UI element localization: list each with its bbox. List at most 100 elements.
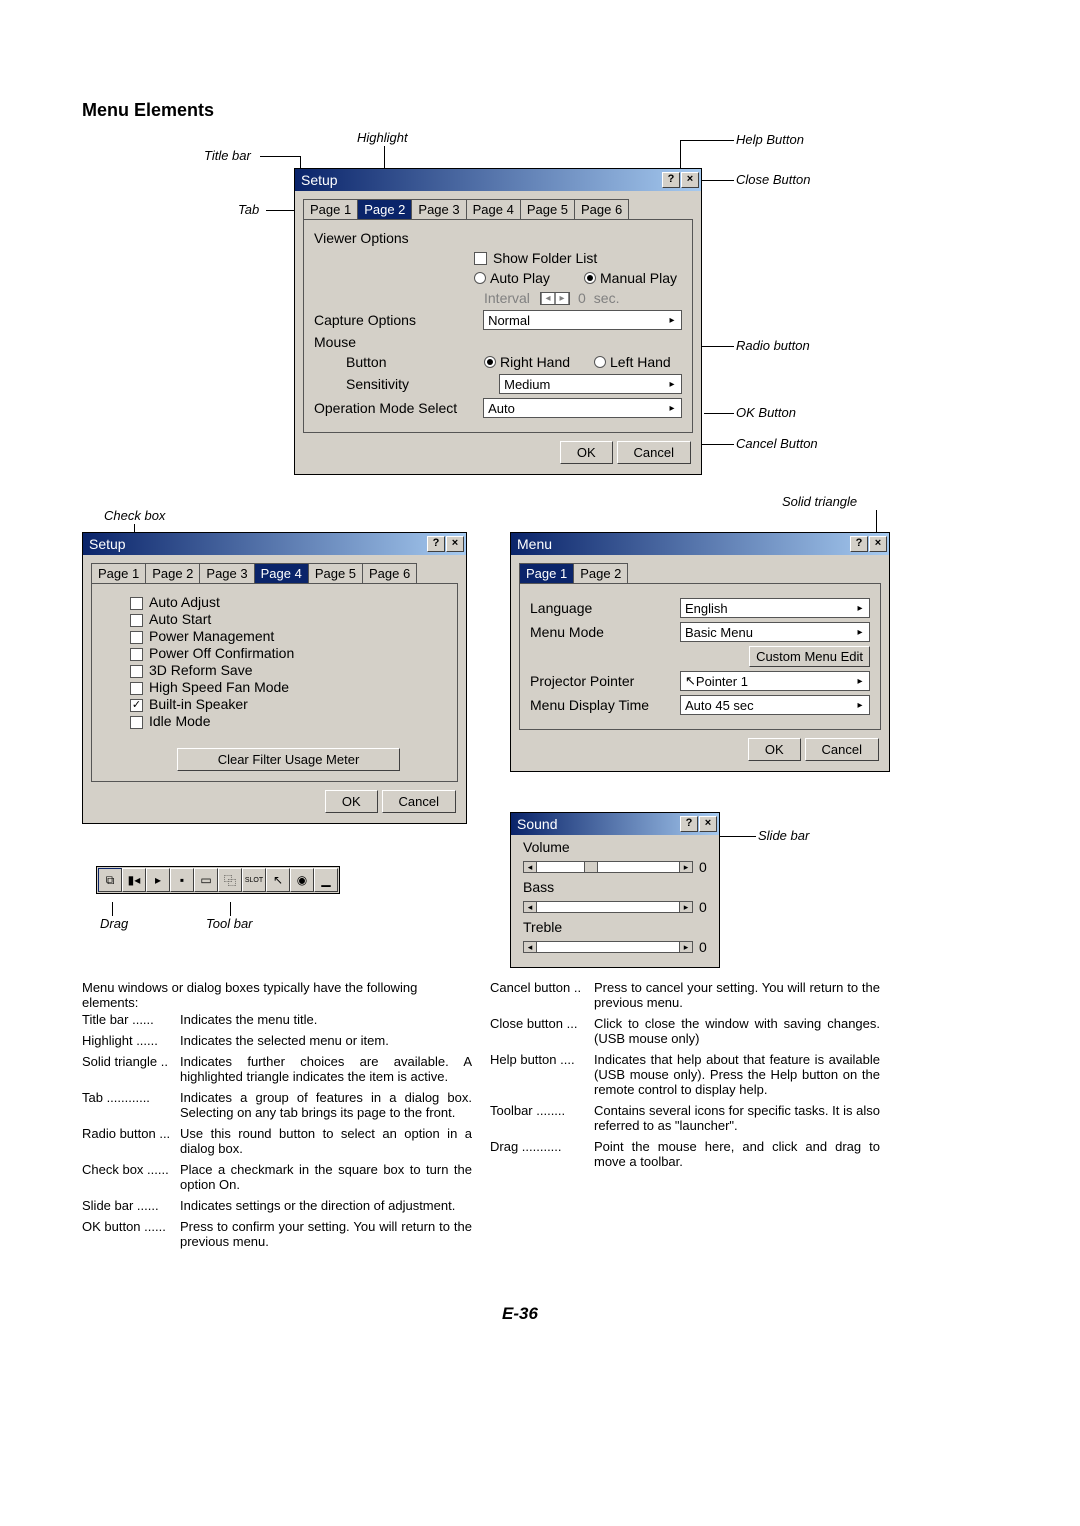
checkbox[interactable] [130, 597, 143, 610]
help-button[interactable]: ? [850, 536, 868, 552]
dialog-title: Setup [301, 172, 661, 188]
ok-button[interactable]: OK [748, 738, 801, 761]
cancel-button[interactable]: Cancel [382, 790, 456, 813]
close-button[interactable]: × [699, 816, 717, 832]
tab-page2[interactable]: Page 2 [357, 199, 412, 219]
intro-text: Menu windows or dialog boxes typically h… [82, 980, 472, 1010]
bass-value: 0 [699, 899, 707, 915]
treble-slider[interactable]: ◂ ▸ [523, 941, 693, 953]
tab-page1[interactable]: Page 1 [519, 563, 574, 583]
opmode-select[interactable]: Auto▸ [483, 398, 682, 418]
checkbox[interactable] [130, 614, 143, 627]
volume-value: 0 [699, 859, 707, 875]
tab-page3[interactable]: Page 3 [199, 563, 254, 583]
def-desc: Place a checkmark in the square box to t… [180, 1162, 472, 1192]
close-button[interactable]: × [681, 172, 699, 188]
volume-slider[interactable]: ◂ ▸ [523, 861, 693, 873]
interval-spinner[interactable]: ◂▸ [540, 292, 570, 305]
checkbox-label: High Speed Fan Mode [149, 679, 289, 695]
tab-page1[interactable]: Page 1 [303, 199, 358, 219]
display-time-value: Auto 45 sec [685, 698, 754, 713]
cursor-icon[interactable]: ↖ [266, 868, 290, 892]
close-button[interactable]: × [869, 536, 887, 552]
pointer-select[interactable]: ↖ Pointer 1▸ [680, 671, 870, 691]
window-icon[interactable]: ▭ [194, 868, 218, 892]
ok-button[interactable]: OK [560, 441, 613, 464]
def-term: Tab ............ [82, 1090, 180, 1120]
titlebar: Setup ? × [83, 533, 466, 555]
tab-page4[interactable]: Page 4 [466, 199, 521, 219]
tab-page6[interactable]: Page 6 [574, 199, 629, 219]
tab-page5[interactable]: Page 5 [308, 563, 363, 583]
dropdown-icon: ▸ [853, 676, 867, 687]
right-hand-radio[interactable] [484, 356, 496, 368]
def-term: Toolbar ........ [490, 1103, 594, 1133]
auto-play-radio[interactable] [474, 272, 486, 284]
bass-slider[interactable]: ◂ ▸ [523, 901, 693, 913]
help-button[interactable]: ? [680, 816, 698, 832]
arrow-right-icon: ▸ [679, 861, 693, 873]
arrow-right-icon: ▸ [679, 901, 693, 913]
display-time-select[interactable]: Auto 45 sec▸ [680, 695, 870, 715]
checkbox[interactable] [130, 631, 143, 644]
close-button[interactable]: × [446, 536, 464, 552]
checkbox[interactable] [130, 699, 143, 712]
copy-icon[interactable]: ⿻ [218, 868, 242, 892]
callout-close: Close Button [736, 172, 810, 187]
tab-page2[interactable]: Page 2 [145, 563, 200, 583]
minimize-icon[interactable]: ▁ [314, 868, 338, 892]
callout-solidtri: Solid triangle [782, 494, 857, 509]
tab-page6[interactable]: Page 6 [362, 563, 417, 583]
treble-label: Treble [523, 919, 713, 935]
def-desc: Press to confirm your setting. You will … [180, 1219, 472, 1249]
checkbox[interactable] [130, 648, 143, 661]
manual-play-radio[interactable] [584, 272, 596, 284]
tab-page3[interactable]: Page 3 [411, 199, 466, 219]
dialog-title: Menu [517, 536, 849, 552]
def-desc: Press to cancel your setting. You will r… [594, 980, 880, 1010]
left-hand-radio[interactable] [594, 356, 606, 368]
help-button[interactable]: ? [662, 172, 680, 188]
disc-icon[interactable]: ◉ [290, 868, 314, 892]
callout-toolbar: Tool bar [206, 916, 253, 931]
setup-dialog-1: Setup ? × Page 1 Page 2 Page 3 Page 4 Pa… [294, 168, 702, 475]
callout-ok: OK Button [736, 405, 796, 420]
slot-icon[interactable]: SLOT [242, 868, 266, 892]
tab-page2[interactable]: Page 2 [573, 563, 628, 583]
play-icon[interactable]: ▸ [146, 868, 170, 892]
titlebar: Sound ? × [511, 813, 719, 835]
checkbox-label: Auto Start [149, 611, 211, 627]
ok-button[interactable]: OK [325, 790, 378, 813]
checkbox[interactable] [130, 682, 143, 695]
clear-filter-button[interactable]: Clear Filter Usage Meter [177, 748, 401, 771]
custom-menu-edit-button[interactable]: Custom Menu Edit [749, 646, 870, 667]
tab-page5[interactable]: Page 5 [520, 199, 575, 219]
drag-handle-icon[interactable]: ⧉ [98, 868, 122, 892]
toolbar[interactable]: ⧉ ▮◂ ▸ ▪ ▭ ⿻ SLOT ↖ ◉ ▁ [96, 866, 340, 894]
prev-icon[interactable]: ▮◂ [122, 868, 146, 892]
show-folder-checkbox[interactable] [474, 252, 487, 265]
checkbox[interactable] [130, 716, 143, 729]
help-button[interactable]: ? [427, 536, 445, 552]
capture-value: Normal [488, 313, 530, 328]
tab-page4[interactable]: Page 4 [254, 563, 309, 583]
titlebar: Setup ? × [295, 169, 701, 191]
def-term: Slide bar ...... [82, 1198, 180, 1213]
cancel-button[interactable]: Cancel [617, 441, 691, 464]
callout-tab: Tab [238, 202, 259, 217]
stop-icon[interactable]: ▪ [170, 868, 194, 892]
cancel-button[interactable]: Cancel [805, 738, 879, 761]
language-select[interactable]: English▸ [680, 598, 870, 618]
slider-thumb[interactable] [584, 861, 598, 873]
display-time-label: Menu Display Time [530, 697, 680, 713]
checkbox-label: Auto Adjust [149, 594, 220, 610]
dropdown-icon: ▸ [665, 315, 679, 326]
checkbox-label: Power Management [149, 628, 274, 644]
pointer-label: Projector Pointer [530, 673, 680, 689]
checkbox[interactable] [130, 665, 143, 678]
menu-mode-select[interactable]: Basic Menu▸ [680, 622, 870, 642]
opmode-label: Operation Mode Select [314, 400, 483, 416]
tab-page1[interactable]: Page 1 [91, 563, 146, 583]
sensitivity-select[interactable]: Medium▸ [499, 374, 682, 394]
capture-select[interactable]: Normal ▸ [483, 310, 682, 330]
